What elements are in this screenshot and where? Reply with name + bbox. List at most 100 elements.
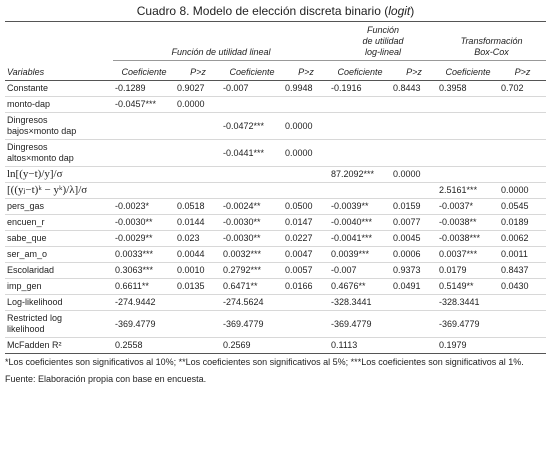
cell: 0.0010 — [175, 262, 221, 279]
row-label: ln[(y−t)/y]/σ — [5, 166, 113, 183]
column-header: Coeficiente — [113, 60, 175, 81]
group-header: Transformación Box-Cox — [437, 22, 547, 61]
cell: 0.0227 — [283, 230, 330, 247]
column-header: P>z — [391, 60, 438, 81]
line: Box-Cox — [474, 47, 509, 57]
cell: -0.0040*** — [329, 214, 392, 231]
table-row: Restricted log likelihood -369.4779 -369.47… — [5, 310, 547, 338]
group-header-row: Función de utilidad lineal Función de util… — [5, 22, 547, 61]
cell — [499, 310, 547, 338]
cell — [329, 96, 392, 113]
cell: 0.0179 — [437, 262, 500, 279]
cell: -0.0038*** — [437, 230, 500, 247]
table-row: Dingresos bajos×monto dap -0.0472*** 0.0000 — [5, 112, 547, 140]
cell: 0.0000 — [499, 182, 547, 199]
row-label: Restricted log likelihood — [5, 310, 113, 338]
cell: 0.0545 — [499, 198, 547, 215]
cell: 0.1979 — [437, 337, 500, 354]
column-header: Coeficiente — [221, 60, 283, 81]
cell: 0.0011 — [499, 246, 547, 263]
cell: 0.1113 — [329, 337, 392, 354]
cell: 0.3958 — [437, 80, 500, 97]
table-row: imp_gen 0.6611** 0.0135 0.6471** 0.0166 0.467… — [5, 278, 547, 295]
cell — [499, 337, 547, 354]
table-row: [((yⱼ−t)ᵏ − yᵏ)/λ]/σ 2.5161*** 0.0000 — [5, 182, 547, 199]
column-header: Coeficiente — [329, 60, 392, 81]
table-row: sabe_que -0.0029** 0.023 -0.0030** 0.0227 -0.… — [5, 230, 547, 247]
row-label: Dingresos altos×monto dap — [5, 139, 113, 167]
cell: -0.0037* — [437, 198, 500, 215]
cell: 0.0144 — [175, 214, 221, 231]
line: Log-likelihood — [7, 297, 63, 307]
cell — [113, 166, 175, 183]
row-label: monto-dap — [5, 96, 113, 113]
cell — [499, 166, 547, 183]
cell: 0.6471** — [221, 278, 283, 295]
cell: -0.0472*** — [221, 112, 283, 140]
cell: -274.5624 — [221, 294, 283, 311]
cell — [283, 310, 330, 338]
line: imp_gen — [7, 281, 42, 291]
cell: 0.0077 — [391, 214, 438, 231]
cell: -0.0441*** — [221, 139, 283, 167]
cell: 0.2569 — [221, 337, 283, 354]
line: McFadden R² — [7, 340, 62, 350]
cell — [221, 182, 283, 199]
cell: -0.0030** — [221, 230, 283, 247]
line: Restricted log — [7, 313, 63, 323]
line: ser_am_o — [7, 249, 48, 259]
cell: 0.0000 — [175, 96, 221, 113]
table-row: ln[(y−t)/y]/σ 87.2092*** 0.0000 — [5, 166, 547, 183]
cell: 0.023 — [175, 230, 221, 247]
cell — [113, 112, 175, 140]
cell — [499, 294, 547, 311]
cell — [329, 112, 392, 140]
cell: 0.0135 — [175, 278, 221, 295]
line: likelihood — [7, 324, 45, 334]
cell: 0.0032*** — [221, 246, 283, 263]
line: Función — [367, 25, 400, 35]
cell: 0.0500 — [283, 198, 330, 215]
row-label: [((yⱼ−t)ᵏ − yᵏ)/λ]/σ — [5, 182, 113, 199]
cell: -369.4779 — [329, 310, 392, 338]
cell: 0.9948 — [283, 80, 330, 97]
cell — [391, 139, 438, 167]
cell — [499, 96, 547, 113]
cell: -0.0030** — [113, 214, 175, 231]
cell: -0.0041*** — [329, 230, 392, 247]
cell: 0.702 — [499, 80, 547, 97]
column-header: Variables — [5, 60, 113, 81]
table-row: Escolaridad 0.3063*** 0.0010 0.2792*** 0.005… — [5, 262, 547, 279]
cell: 0.0045 — [391, 230, 438, 247]
cell: 0.0006 — [391, 246, 438, 263]
cell — [283, 96, 330, 113]
cell — [283, 337, 330, 354]
cell: 0.4676** — [329, 278, 392, 295]
cell — [175, 294, 221, 311]
cell: 0.0037*** — [437, 246, 500, 263]
line: sabe_que — [7, 233, 47, 243]
cell — [175, 112, 221, 140]
cell — [391, 294, 438, 311]
row-label: Log-likelihood — [5, 294, 113, 311]
cell: 0.0033*** — [113, 246, 175, 263]
cell — [175, 166, 221, 183]
cell: -328.3441 — [437, 294, 500, 311]
row-label: pers_gas — [5, 198, 113, 215]
line: Transformación — [460, 36, 523, 46]
source: Fuente: Elaboración propia con base en e… — [5, 374, 207, 384]
cell: 0.8437 — [499, 262, 547, 279]
cell: -369.4779 — [113, 310, 175, 338]
cell: 0.0189 — [499, 214, 547, 231]
cell: 0.0000 — [283, 139, 330, 167]
table-row: Log-likelihood -274.9442 -274.5624 -328.344… — [5, 294, 547, 311]
cell: 0.6611** — [113, 278, 175, 295]
cell — [391, 337, 438, 354]
cell — [437, 166, 500, 183]
column-header: Coeficiente — [437, 60, 500, 81]
cell — [391, 96, 438, 113]
cell: 0.3063*** — [113, 262, 175, 279]
cell — [283, 182, 330, 199]
cell: 0.9027 — [175, 80, 221, 97]
cell — [499, 112, 547, 140]
